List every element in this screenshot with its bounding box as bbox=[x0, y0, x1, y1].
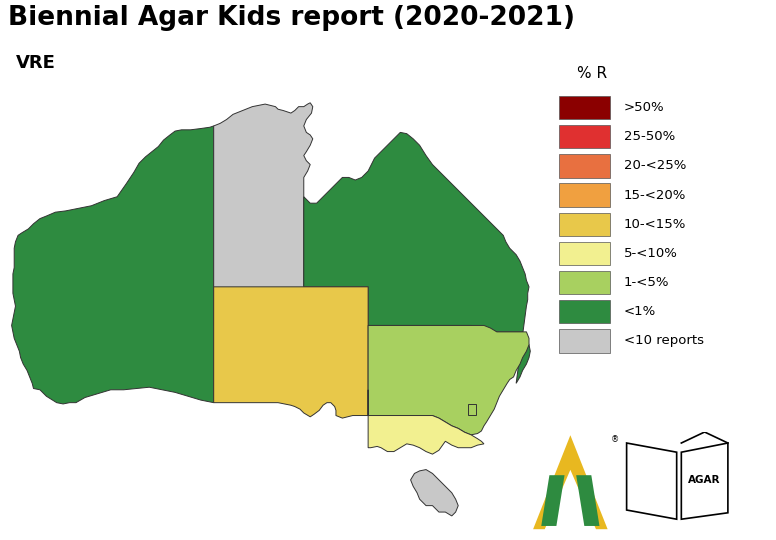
Polygon shape bbox=[213, 103, 313, 326]
Text: >50%: >50% bbox=[624, 101, 664, 114]
FancyBboxPatch shape bbox=[559, 271, 610, 294]
Text: 5-<10%: 5-<10% bbox=[624, 247, 677, 260]
Polygon shape bbox=[627, 443, 677, 519]
Polygon shape bbox=[368, 326, 529, 435]
FancyBboxPatch shape bbox=[559, 96, 610, 119]
Text: 25-50%: 25-50% bbox=[624, 130, 675, 143]
Text: Biennial Agar Kids report (2020-2021): Biennial Agar Kids report (2020-2021) bbox=[8, 5, 575, 31]
Text: AGAR: AGAR bbox=[688, 475, 721, 485]
Text: <10 reports: <10 reports bbox=[624, 334, 704, 347]
Text: % R: % R bbox=[577, 66, 608, 81]
Text: 15-<20%: 15-<20% bbox=[624, 188, 686, 201]
Text: <1%: <1% bbox=[624, 305, 656, 318]
Text: ®: ® bbox=[611, 435, 618, 444]
Polygon shape bbox=[303, 132, 530, 383]
Polygon shape bbox=[213, 287, 368, 418]
Text: 10-<15%: 10-<15% bbox=[624, 218, 686, 231]
Polygon shape bbox=[542, 475, 564, 526]
Text: VRE: VRE bbox=[16, 53, 55, 71]
FancyBboxPatch shape bbox=[559, 329, 610, 353]
FancyBboxPatch shape bbox=[559, 154, 610, 178]
Polygon shape bbox=[533, 435, 608, 529]
Polygon shape bbox=[12, 126, 213, 404]
Polygon shape bbox=[411, 470, 458, 516]
Polygon shape bbox=[368, 390, 484, 454]
Polygon shape bbox=[468, 404, 476, 415]
Polygon shape bbox=[576, 475, 600, 526]
FancyBboxPatch shape bbox=[559, 300, 610, 323]
Polygon shape bbox=[681, 443, 728, 519]
FancyBboxPatch shape bbox=[559, 184, 610, 207]
Text: 1-<5%: 1-<5% bbox=[624, 276, 670, 289]
FancyBboxPatch shape bbox=[559, 125, 610, 148]
FancyBboxPatch shape bbox=[559, 213, 610, 236]
FancyBboxPatch shape bbox=[559, 242, 610, 265]
Text: 20-<25%: 20-<25% bbox=[624, 159, 686, 172]
